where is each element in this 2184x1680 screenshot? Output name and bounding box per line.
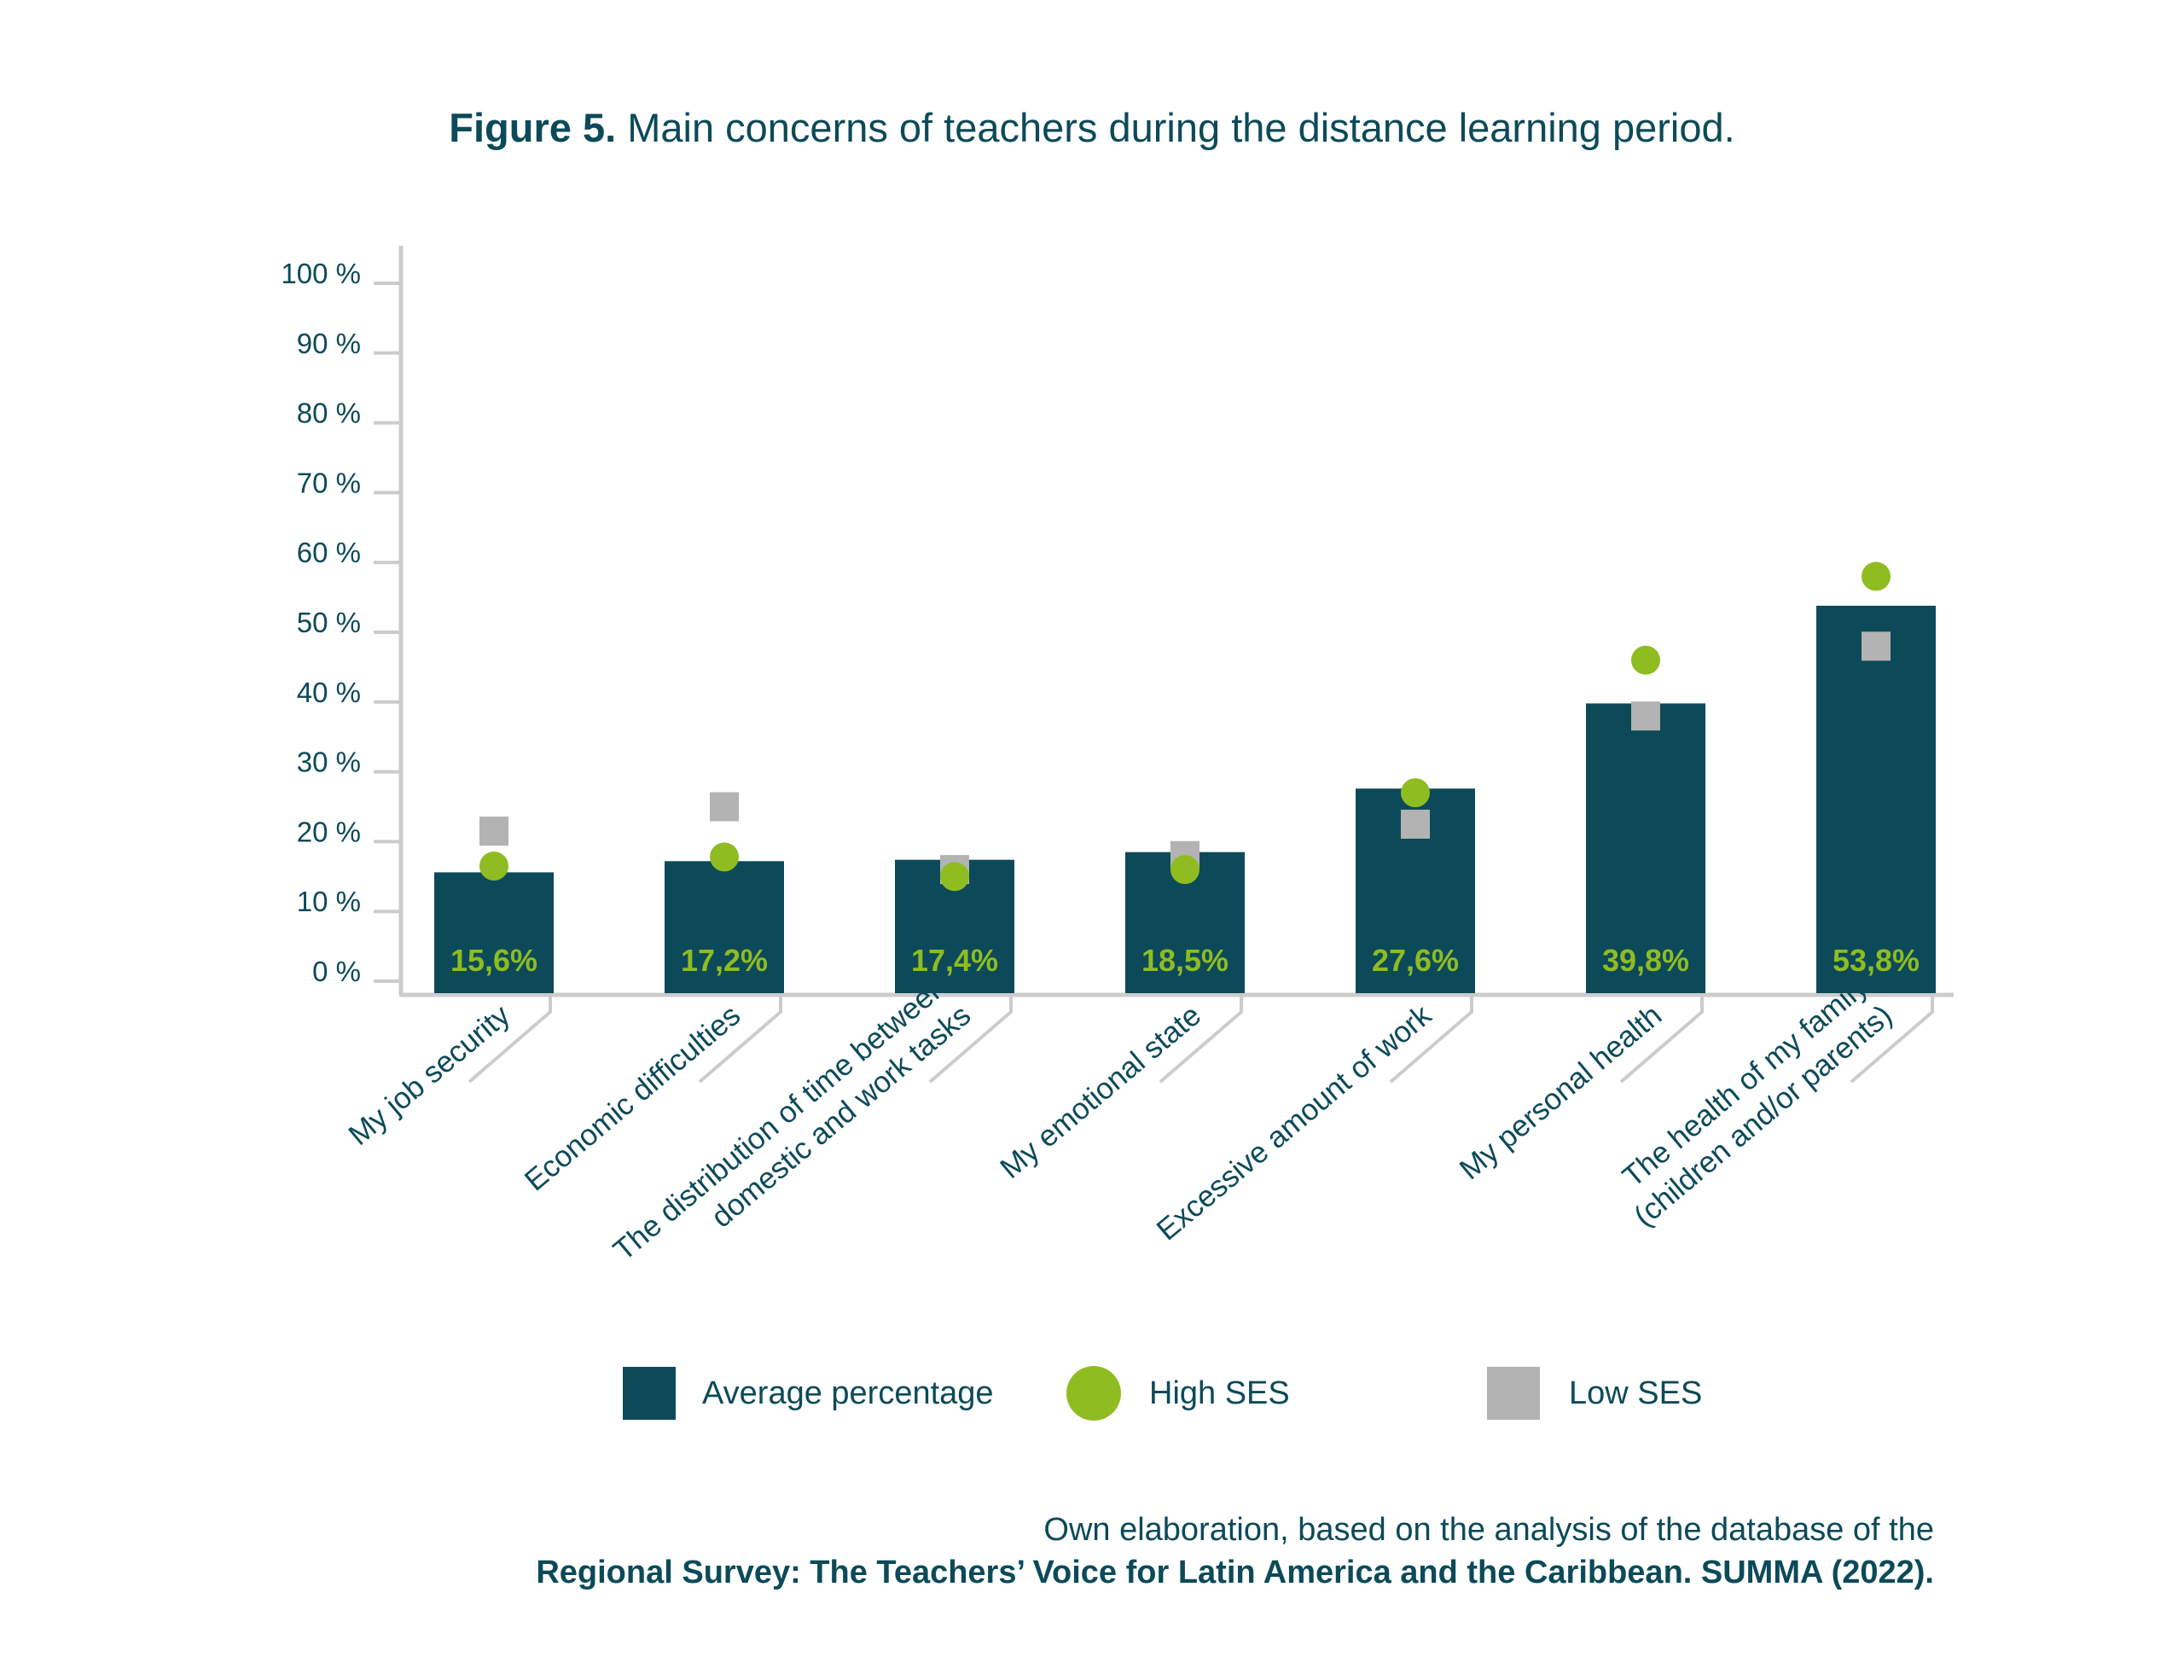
category-leader-line: [1850, 995, 1934, 1084]
category-label: My job security: [342, 998, 516, 1152]
category-label-group: The distribution of time betweendomestic…: [607, 970, 978, 1268]
average-bar: [1816, 605, 1936, 993]
source-line-1: Own elaboration, based on the analysis o…: [1043, 1512, 1934, 1548]
y-tick-label: 40 %: [297, 677, 361, 708]
figure-number: Figure 5.: [449, 105, 617, 150]
legend-swatch-low-ses: [1487, 1367, 1540, 1420]
bar-value-label: 39,8%: [1602, 943, 1689, 978]
low-ses-marker: [1862, 631, 1891, 661]
bar-value-label: 27,6%: [1372, 943, 1459, 978]
category-label: domestic and work tasks: [706, 998, 978, 1234]
category-leader-line: [468, 995, 552, 1084]
legend: Average percentage High SES Low SES: [623, 1366, 1702, 1421]
y-tick-label: 50 %: [297, 607, 361, 638]
y-tick-label: 70 %: [297, 467, 361, 498]
y-tick-label: 60 %: [297, 537, 361, 568]
average-bar: [434, 872, 554, 993]
category-leader-line: [1159, 995, 1243, 1084]
low-ses-marker: [710, 792, 739, 822]
chart-title: Figure 5. Main concerns of teachers duri…: [0, 104, 2184, 151]
bar-value-label: 18,5%: [1141, 943, 1228, 978]
bar-value-label: 53,8%: [1833, 943, 1920, 978]
category-leader-line: [1389, 995, 1473, 1084]
legend-label-high-ses: High SES: [1149, 1375, 1290, 1411]
legend-swatch-average: [623, 1367, 676, 1420]
category-label-group: My emotional state: [994, 998, 1207, 1185]
category-label: (children and/or parents): [1628, 998, 1898, 1233]
category-label: My emotional state: [994, 998, 1207, 1185]
average-bar: [1586, 703, 1705, 993]
legend-label-average: Average percentage: [702, 1375, 994, 1411]
category-leader-line: [1619, 995, 1704, 1084]
y-tick-label: 10 %: [297, 886, 361, 917]
y-tick-label: 30 %: [297, 747, 361, 778]
bar-value-label: 17,4%: [911, 943, 998, 978]
high-ses-marker: [1401, 778, 1430, 808]
low-ses-marker: [1401, 809, 1430, 839]
y-tick-label: 0 %: [312, 956, 361, 987]
category-leader-line: [928, 995, 1013, 1084]
high-ses-marker: [1631, 645, 1660, 675]
low-ses-marker: [1631, 701, 1660, 731]
category-label-group: Excessive amount of work: [1151, 998, 1438, 1247]
bar-value-label: 15,6%: [450, 943, 537, 978]
figure-caption: Main concerns of teachers during the dis…: [627, 105, 1735, 150]
source-line-2: Regional Survey: The Teachers’ Voice for…: [536, 1555, 1934, 1590]
legend-label-low-ses: Low SES: [1569, 1375, 1702, 1411]
bar-value-label: 17,2%: [681, 943, 768, 978]
y-tick-label: 80 %: [297, 398, 361, 429]
y-tick-label: 20 %: [297, 816, 361, 847]
y-tick-label: 100 %: [281, 258, 361, 289]
high-ses-marker: [710, 842, 739, 872]
category-label: Excessive amount of work: [1151, 998, 1438, 1247]
high-ses-marker: [940, 862, 969, 892]
category-leader-line: [698, 995, 782, 1084]
high-ses-marker: [1170, 855, 1199, 885]
high-ses-marker: [1862, 561, 1891, 591]
high-ses-marker: [479, 852, 508, 881]
y-tick-label: 90 %: [297, 328, 361, 359]
source-note: Own elaboration, based on the analysis o…: [536, 1509, 1934, 1594]
average-bar: [665, 861, 784, 993]
category-label-group: My job security: [342, 998, 516, 1152]
low-ses-marker: [479, 817, 508, 846]
category-label: The health of my family: [1617, 969, 1875, 1194]
legend-swatch-high-ses: [1066, 1366, 1121, 1421]
